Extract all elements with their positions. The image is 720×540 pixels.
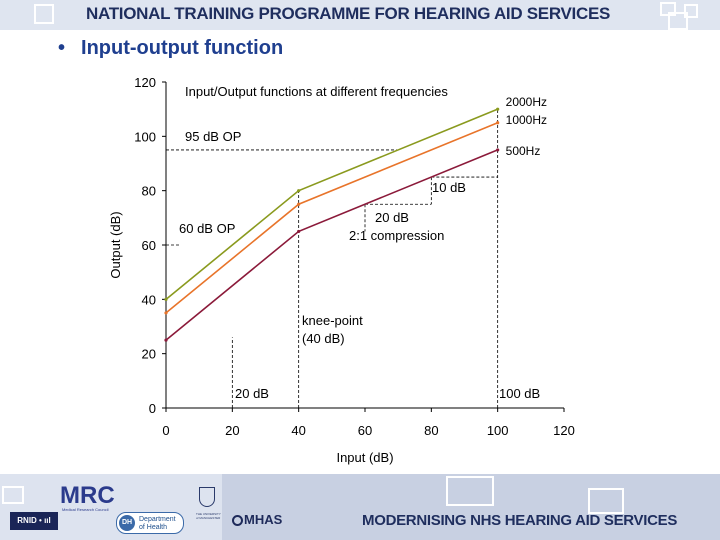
y-tick-label: 100 — [134, 129, 156, 144]
decor-square — [588, 488, 624, 514]
annotation-label: 100 dB — [499, 386, 540, 401]
chart-background — [100, 70, 580, 470]
decor-square — [34, 4, 54, 24]
mrc-logo: MRC — [60, 482, 115, 509]
annotation-label: knee-point — [302, 313, 363, 328]
x-axis-label: Input (dB) — [336, 450, 393, 465]
x-tick-label: 0 — [162, 423, 169, 438]
x-tick-label: 40 — [291, 423, 305, 438]
y-axis-label: Output (dB) — [108, 211, 123, 278]
series-label: 2000Hz — [506, 95, 547, 109]
series-point-2000Hz — [164, 297, 168, 301]
x-tick-label: 60 — [358, 423, 372, 438]
decor-square — [2, 486, 24, 504]
series-point-1000Hz — [496, 121, 500, 125]
dh-badge: DH — [119, 515, 135, 531]
series-point-2000Hz — [297, 189, 301, 193]
bullet-marker: • — [58, 37, 66, 59]
y-tick-label: 20 — [142, 347, 156, 362]
footer-band-right — [222, 474, 720, 540]
decor-square — [668, 12, 688, 30]
slide-bullet: • Input-output function — [58, 37, 283, 60]
io-chart-svg: 0 20 40 60 80 100 120 0 20 40 60 80 100 120 Input (dB)… — [100, 70, 580, 470]
mhas-logo: MHAS — [232, 512, 282, 527]
footer-title: MODERNISING NHS HEARING AID SERVICES — [362, 512, 678, 529]
x-tick-label: 100 — [487, 423, 509, 438]
x-tick-label: 80 — [424, 423, 438, 438]
x-tick-label: 20 — [225, 423, 239, 438]
y-tick-label: 80 — [142, 184, 156, 199]
bullet-text: Input-output function — [81, 37, 284, 59]
header-band — [0, 0, 720, 30]
chart-title: Input/Output functions at different freq… — [185, 84, 448, 99]
series-label: 500Hz — [506, 144, 541, 158]
header-title: NATIONAL TRAINING PROGRAMME FOR HEARING … — [86, 4, 611, 23]
series-point-500Hz — [496, 148, 500, 152]
y-tick-label: 0 — [149, 401, 156, 416]
dh-logo: DH Department of Health — [116, 512, 184, 534]
annotation-label: 10 dB — [432, 180, 466, 195]
annotation-label: 95 dB OP — [185, 129, 241, 144]
chart: 0 20 40 60 80 100 120 0 20 40 60 80 100 120 Input (dB)… — [100, 70, 580, 470]
dh-text: Department of Health — [139, 516, 176, 531]
university-crest-icon — [199, 487, 215, 507]
mrc-subtitle: Medical Research Council — [62, 507, 109, 512]
series-point-1000Hz — [297, 202, 301, 206]
university-text: THE UNIVERSITY of MANCHESTER — [196, 512, 221, 520]
series-point-500Hz — [164, 338, 168, 342]
y-tick-label: 60 — [142, 238, 156, 253]
y-tick-label: 120 — [134, 75, 156, 90]
series-point-1000Hz — [164, 311, 168, 315]
decor-square — [684, 4, 698, 18]
mhas-ring-icon — [232, 515, 243, 526]
series-point-2000Hz — [496, 107, 500, 111]
annotation-label: 20 dB — [235, 386, 269, 401]
series-point-500Hz — [297, 229, 301, 234]
annotation-label: 60 dB OP — [179, 221, 235, 236]
annotation-label: 2:1 compression — [349, 228, 444, 243]
decor-square — [446, 476, 494, 506]
x-tick-label: 120 — [553, 423, 575, 438]
annotation-label: 20 dB — [375, 210, 409, 225]
mhas-text: MHAS — [244, 512, 283, 527]
series-label: 1000Hz — [506, 113, 547, 127]
y-tick-label: 40 — [142, 292, 156, 307]
annotation-label: (40 dB) — [302, 331, 345, 346]
rnid-logo: RNID • ııl — [10, 512, 58, 530]
